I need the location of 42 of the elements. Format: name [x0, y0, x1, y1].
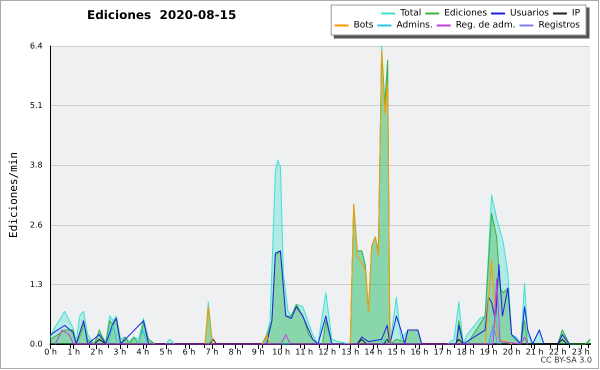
y-tick-label: 0.0 — [30, 340, 43, 348]
x-tick-label: 3 h — [113, 348, 126, 356]
x-tick-label: 8 h — [228, 348, 242, 356]
x-tick-label: 19 h — [480, 348, 498, 356]
x-tick-label: 21 h — [526, 348, 544, 356]
x-tick-label: 12 h — [318, 348, 336, 356]
x-tick-label: 15 h — [387, 348, 406, 356]
x-tick-label: 20 h — [502, 348, 521, 356]
y-tick-label: 3.8 — [30, 160, 43, 170]
x-tick-label: 1 h — [67, 348, 80, 356]
x-tick-label: 11 h — [295, 348, 314, 356]
x-tick-label: 17 h — [434, 348, 452, 356]
chart-title: Ediciones 2020-08-15 — [87, 8, 236, 22]
x-tick-label: 7 h — [206, 348, 218, 356]
line-series — [54, 278, 528, 344]
x-tick-label: 13 h — [341, 348, 360, 356]
x-tick-label: 0 h — [44, 348, 57, 356]
x-tick-label: 16 h — [410, 348, 428, 356]
x-tick-label: 14 h — [364, 348, 382, 356]
x-tick-label: 10 h — [272, 348, 290, 356]
legend-label: Total — [399, 8, 422, 18]
legend-label: Registros — [538, 20, 580, 30]
y-tick-label: 1.3 — [30, 280, 43, 289]
x-tick-label: 5 h — [160, 348, 172, 356]
x-tick-label: 6 h — [182, 348, 196, 356]
y-tick-label: 2.6 — [30, 220, 43, 230]
legend-label: Bots — [354, 20, 374, 30]
y-tick-label: 5.1 — [30, 101, 43, 110]
x-tick-label: 18 h — [456, 348, 474, 356]
x-tick-label: 23 h — [572, 348, 590, 356]
legend-label: Admins. — [396, 20, 433, 30]
legend-label: Ediciones — [444, 8, 488, 18]
legend-label: IP — [572, 8, 581, 18]
y-tick-label: 6.4 — [30, 42, 43, 50]
x-tick-label: 9 h — [252, 348, 264, 356]
legend-label: Reg. de adm. — [456, 20, 516, 30]
y-axis-title: Ediciones/min — [7, 152, 20, 238]
legend-label: Usuarios — [510, 8, 550, 18]
text: CC BY-SA 3.0 — [540, 356, 592, 364]
x-tick-label: 4 h — [136, 348, 150, 356]
x-tick-label: 2 h — [90, 348, 104, 356]
x-tick-label: 22 h — [548, 348, 567, 356]
